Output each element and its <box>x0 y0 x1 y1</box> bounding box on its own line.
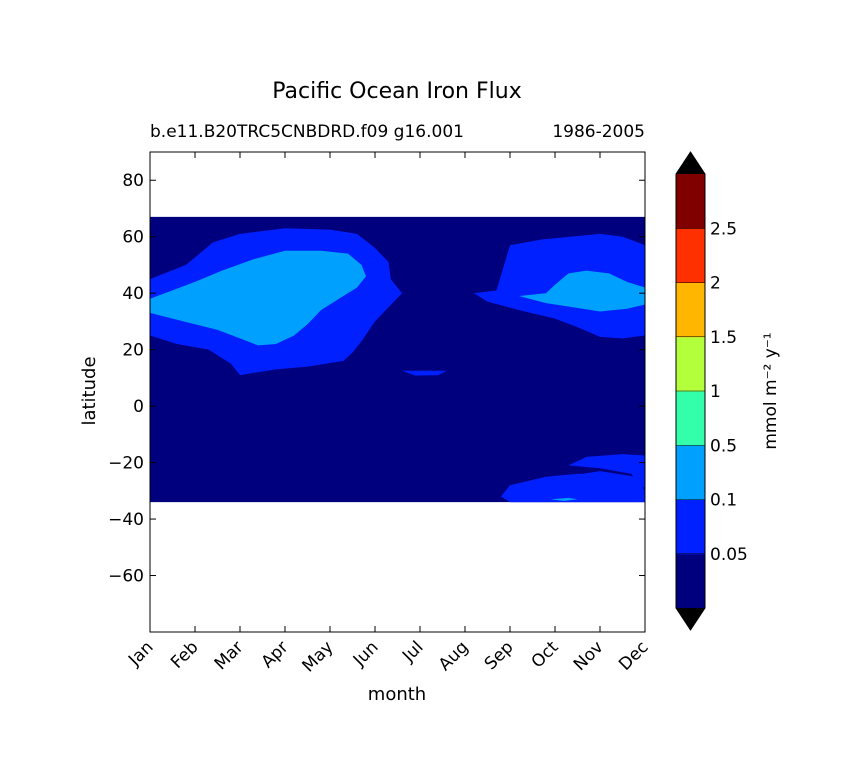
colorbar-level-3 <box>676 391 705 446</box>
x-tick-label: Apr <box>258 637 293 672</box>
colorbar: 0.05 0.1 0.5 1 1.5 2 2.5 <box>675 151 748 631</box>
x-tick-label: Jun <box>349 637 383 671</box>
plot-area <box>149 151 646 633</box>
colorbar-tick-label: 1 <box>710 382 721 402</box>
colorbar-frame <box>675 151 706 631</box>
colorbar-level-2 <box>676 445 705 500</box>
colorbar-under-arrow <box>676 608 705 630</box>
flux-region-6 <box>150 250 366 346</box>
x-tick-label: Feb <box>167 637 202 672</box>
x-tick-label: Sep <box>481 637 518 674</box>
y-tick-label: 0 <box>133 397 144 417</box>
x-tick-label: Oct <box>528 637 563 672</box>
colorbar-level-1 <box>676 499 705 555</box>
colorbar-level-0 <box>676 553 705 609</box>
y-tick-label: 60 <box>122 228 144 248</box>
x-tick-label: Mar <box>211 637 248 674</box>
y-tick-label: 20 <box>122 341 144 361</box>
colorbar-label: mmol m⁻² y⁻¹ <box>761 332 781 449</box>
x-tick-label: May <box>299 637 338 676</box>
x-tick-label: Dec <box>615 637 652 674</box>
colorbar-level-6 <box>676 228 705 283</box>
x-tick-label: Aug <box>435 637 473 675</box>
y-tick-label: −40 <box>108 510 144 530</box>
flux-region-3 <box>402 370 447 376</box>
x-tick-label: Jan <box>124 637 157 670</box>
x-axis-label: month <box>368 684 426 705</box>
y-tick-label: −60 <box>108 567 144 587</box>
y-tick-label: −20 <box>108 454 144 474</box>
colorbar-tick-label: 0.05 <box>710 545 748 565</box>
colorbar-over-arrow <box>676 152 705 174</box>
colorbar-tick-label: 0.5 <box>710 436 737 456</box>
colorbar-tick-label: 2 <box>710 274 721 294</box>
colorbar-tick-label: 0.1 <box>710 491 737 511</box>
chart-subtitle-left: b.e11.B20TRC5CNBDRD.f09 g16.001 <box>150 122 464 142</box>
y-tick-label: 80 <box>122 171 144 191</box>
flux-region-7 <box>519 270 645 312</box>
y-axis: 80 60 40 20 0 −20 −40 −60 <box>108 171 645 587</box>
colorbar-tick-label: 1.5 <box>710 328 737 348</box>
flux-region-5 <box>510 471 645 503</box>
colorbar-tick-label: 2.5 <box>710 219 737 239</box>
x-tick-label: Nov <box>570 637 608 675</box>
chart-subtitle-right: 1986-2005 <box>552 122 645 142</box>
y-tick-label: 40 <box>122 284 144 304</box>
x-tick-label: Jul <box>398 637 427 666</box>
chart-title: Pacific Ocean Iron Flux <box>272 79 521 104</box>
plot-frame <box>149 151 646 633</box>
colorbar-level-5 <box>676 282 705 338</box>
flux-region-8 <box>550 497 578 501</box>
colorbar-level-4 <box>676 336 705 392</box>
y-axis-label: latitude <box>79 356 100 425</box>
colorbar-level-7 <box>676 174 705 229</box>
